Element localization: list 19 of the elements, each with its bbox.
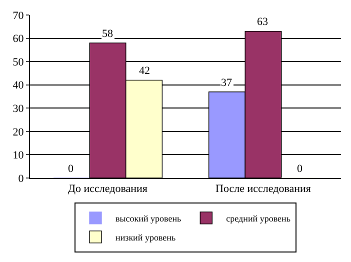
y-tick-label: 70: [12, 10, 24, 22]
data-label: 0: [68, 163, 74, 175]
legend-label: высокий уровень: [116, 213, 182, 224]
y-tick-label: 10: [12, 150, 24, 162]
data-label: 58: [102, 28, 114, 40]
data-label: 42: [139, 65, 150, 77]
x-tick-label: После исследования: [216, 183, 311, 196]
data-label: 0: [297, 163, 303, 175]
y-tick-label: 40: [12, 80, 24, 92]
data-label: 37: [221, 77, 232, 89]
y-tick-label: 50: [12, 56, 24, 68]
legend-label: средний уровень: [226, 213, 290, 224]
y-tick-label: 20: [12, 126, 24, 138]
legend-label: низкий уровень: [116, 232, 176, 242]
y-tick-label: 60: [12, 33, 24, 46]
y-tick-label: 0: [18, 172, 24, 185]
y-tick-label: 30: [12, 102, 24, 115]
x-tick-label: До исследования: [68, 183, 148, 196]
data-label: 63: [257, 16, 268, 28]
